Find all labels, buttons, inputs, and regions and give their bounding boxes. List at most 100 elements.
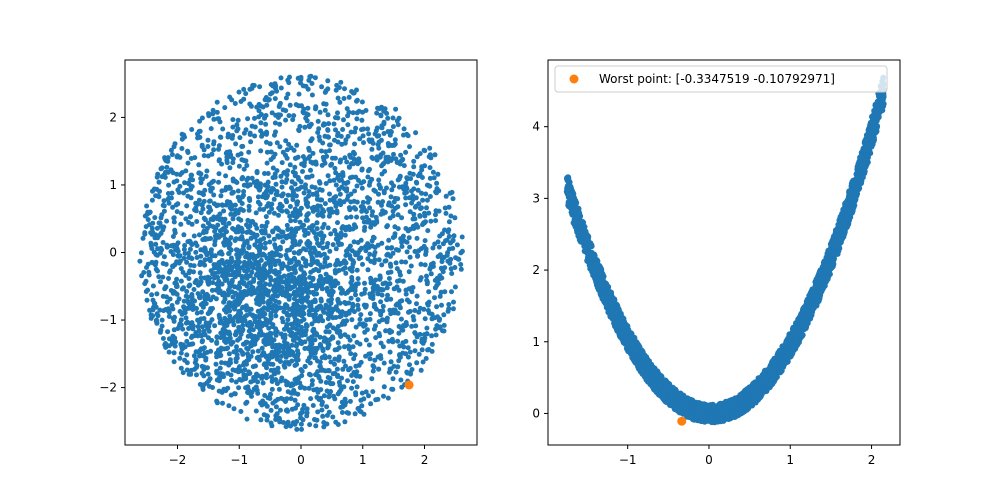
data-point <box>412 330 418 336</box>
data-point <box>194 255 200 260</box>
data-point <box>294 262 300 268</box>
data-point <box>380 150 386 156</box>
data-point <box>169 152 175 158</box>
data-point <box>214 354 220 360</box>
data-point <box>164 299 170 305</box>
data-point <box>220 220 226 226</box>
data-point <box>314 226 320 232</box>
data-point <box>437 273 443 279</box>
data-point <box>343 224 349 230</box>
data-point <box>284 222 290 228</box>
data-point <box>442 289 448 295</box>
data-point <box>202 187 208 193</box>
data-point <box>343 363 348 369</box>
data-point <box>403 202 409 208</box>
data-point <box>181 132 187 138</box>
data-point <box>390 208 396 214</box>
data-point <box>349 275 355 280</box>
data-point <box>297 283 303 289</box>
data-point <box>223 173 229 179</box>
data-point <box>178 210 184 216</box>
data-point <box>241 86 247 92</box>
data-point <box>398 377 404 383</box>
data-point <box>321 309 327 315</box>
data-point <box>244 263 250 269</box>
data-point <box>267 336 273 342</box>
data-point <box>281 362 287 368</box>
data-point <box>447 260 453 266</box>
data-point <box>450 238 456 244</box>
data-point <box>261 207 267 212</box>
data-point <box>366 131 372 137</box>
data-point <box>226 291 232 297</box>
data-point <box>439 266 445 272</box>
data-point <box>312 75 318 81</box>
data-point <box>414 154 420 160</box>
data-point <box>174 284 180 289</box>
data-point <box>158 245 164 251</box>
data-point <box>283 138 289 144</box>
data-point <box>238 99 244 104</box>
data-point <box>230 117 236 123</box>
data-point <box>288 265 294 271</box>
data-point <box>259 345 265 351</box>
data-point <box>308 167 313 173</box>
data-point <box>400 156 406 162</box>
data-point <box>174 154 180 160</box>
data-point <box>138 250 144 256</box>
data-point <box>395 278 400 284</box>
data-point <box>211 214 217 220</box>
data-point <box>345 378 350 384</box>
data-point <box>273 181 279 187</box>
data-point <box>337 314 343 320</box>
data-point <box>381 108 387 114</box>
data-point <box>351 259 357 265</box>
data-point <box>385 395 391 401</box>
data-point <box>303 295 309 301</box>
data-point <box>253 384 259 390</box>
data-point <box>333 182 339 188</box>
data-point <box>193 249 199 255</box>
data-point <box>236 324 242 330</box>
data-point <box>407 254 413 260</box>
data-point <box>300 406 306 412</box>
data-point <box>387 281 393 287</box>
data-point <box>240 143 246 149</box>
data-point <box>297 208 302 214</box>
data-point <box>278 353 284 359</box>
data-point <box>249 264 255 270</box>
data-point <box>256 356 262 362</box>
data-point <box>264 203 270 209</box>
data-point <box>388 311 394 317</box>
data-point <box>164 218 170 224</box>
data-point <box>260 398 266 404</box>
data-point <box>172 141 178 147</box>
data-point <box>332 278 338 284</box>
data-point <box>422 210 427 216</box>
data-point <box>381 161 386 167</box>
data-point <box>312 259 318 265</box>
data-point <box>284 248 290 253</box>
data-point <box>342 155 348 161</box>
data-point <box>279 315 285 321</box>
data-point <box>412 339 418 345</box>
data-point <box>166 349 172 355</box>
data-point <box>335 422 341 427</box>
data-point <box>170 234 176 239</box>
data-point <box>264 183 270 189</box>
data-point <box>313 372 318 378</box>
data-point <box>354 97 360 103</box>
data-point <box>211 116 217 122</box>
data-point <box>287 74 292 80</box>
data-point <box>196 162 202 168</box>
data-point <box>451 233 457 239</box>
data-point <box>297 248 303 254</box>
data-point <box>433 218 439 224</box>
data-point <box>237 377 243 382</box>
data-point <box>294 426 300 432</box>
data-point <box>154 225 160 231</box>
data-point <box>183 315 189 321</box>
data-point <box>420 222 425 228</box>
data-point <box>149 197 155 203</box>
data-point <box>260 380 266 386</box>
